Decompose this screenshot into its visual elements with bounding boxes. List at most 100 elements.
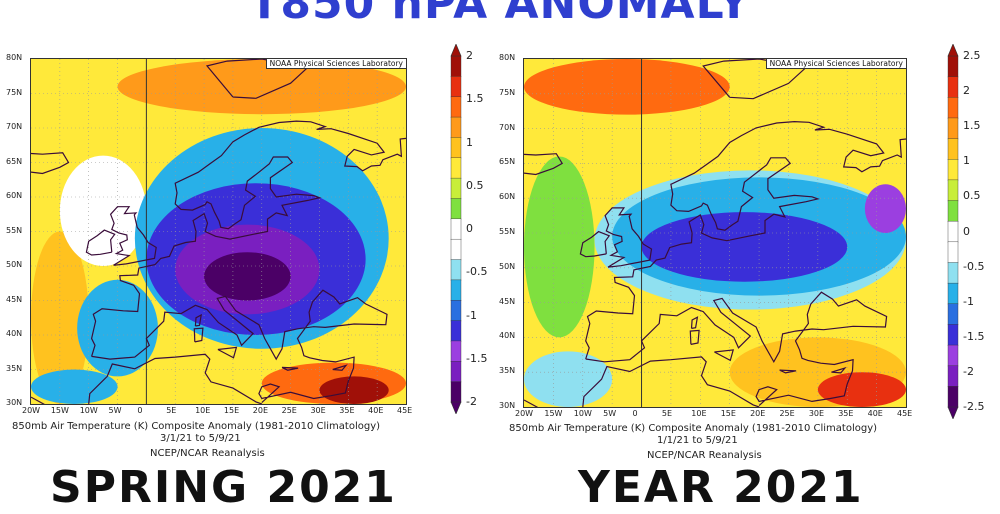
colorbar-segment — [450, 96, 462, 118]
colorbar-segment — [947, 117, 959, 140]
colorbar-tick-label: 0.5 — [466, 178, 484, 192]
colorbar-max-arrow — [450, 43, 462, 57]
year-caption-line3: NCEP/NCAR Reanalysis — [647, 450, 762, 461]
colorbar-segment — [947, 241, 959, 264]
colorbar-tick-label: 0 — [963, 224, 970, 238]
coastline — [217, 346, 238, 359]
lat-tick-label: 70N — [499, 122, 516, 132]
lat-tick-label: 70N — [6, 122, 23, 131]
coastline — [582, 356, 760, 407]
anomaly-region — [817, 372, 906, 407]
lon-tick-label: 5W — [603, 409, 617, 418]
colorbar-tick-label: 2.5 — [963, 49, 981, 62]
lat-tick-label: 75N — [499, 87, 516, 97]
spring-map-panel: NOAA Physical Sciences Laboratory 80N 75N… — [0, 48, 440, 468]
year-anomaly-field — [524, 59, 906, 407]
coastline — [91, 289, 388, 404]
lat-tick-label: 40N — [6, 329, 23, 338]
colorbar-segment — [450, 238, 462, 261]
lon-tick-label: 10E — [691, 409, 707, 418]
colorbar-segment — [450, 177, 462, 200]
colorbar-segment — [450, 218, 462, 240]
lon-tick-label: 5W — [108, 406, 122, 415]
lat-tick-label: 80N — [499, 53, 516, 62]
colorbar-segment — [947, 303, 959, 326]
coastline — [109, 206, 157, 266]
lat-tick-label: 60N — [6, 191, 23, 200]
lon-tick-label: 20W — [22, 406, 41, 415]
colorbar-segment — [450, 279, 462, 301]
lat-tick-label: 30N — [499, 401, 516, 410]
coastline — [281, 366, 299, 371]
lon-tick-label: 5E — [166, 406, 177, 415]
coastline — [779, 369, 797, 374]
colorbar-segment — [947, 97, 959, 119]
colorbar-segment — [947, 324, 959, 346]
colorbar-tick-label: -1.5 — [466, 351, 488, 365]
spring-caption-line2: 3/1/21 to 5/9/21 — [160, 433, 241, 444]
colorbar-segment — [947, 344, 959, 367]
colorbar-segment — [947, 262, 959, 284]
colorbar-segment — [947, 76, 959, 98]
coastline — [690, 316, 699, 329]
spring-map: NOAA Physical Sciences Laboratory — [30, 58, 407, 405]
lon-tick-label: 35E — [838, 409, 854, 418]
lon-tick-label: 25E — [281, 406, 297, 415]
lat-tick-label: 50N — [6, 260, 23, 269]
lon-tick-label: 15E — [223, 406, 240, 415]
colorbar-segment — [947, 220, 959, 243]
anomaly-region — [524, 59, 730, 115]
lon-tick-label: 10W — [573, 409, 592, 418]
year-caption-line2: 1/1/21 to 5/9/21 — [657, 435, 738, 446]
colorbar-segment — [450, 198, 462, 220]
lon-tick-label: 15E — [720, 409, 736, 418]
lon-tick-label: 0 — [137, 406, 143, 415]
colorbar-segment — [947, 55, 959, 78]
colorbar-tick-label: -2.5 — [963, 400, 985, 413]
lat-tick-label: 65N — [499, 157, 516, 167]
anomaly-region — [31, 231, 89, 404]
colorbar-tick-label: -2 — [963, 364, 974, 378]
colorbar-segment — [450, 55, 462, 78]
lat-tick-label: 50N — [499, 261, 516, 271]
lon-tick-label: 20E — [750, 409, 766, 418]
colorbar-segment — [450, 320, 462, 342]
coastline — [85, 229, 116, 256]
colorbar-segment — [450, 381, 462, 403]
credit-label: NOAA Physical Sciences Laboratory — [265, 59, 406, 69]
colorbar-segment — [450, 361, 462, 383]
coastline — [90, 120, 406, 357]
colorbar-segment — [450, 340, 462, 362]
colorbar-min-arrow — [947, 406, 959, 420]
anomaly-region — [77, 279, 158, 377]
page-title: T850 hPA ANOMALY — [249, 0, 751, 29]
coastline — [31, 396, 45, 404]
coastline — [194, 313, 202, 327]
lon-tick-label: 20W — [515, 409, 534, 418]
coastline — [193, 327, 204, 343]
colorbar-tick-label: 0 — [466, 222, 473, 235]
credit-label: NOAA Physical Sciences Laboratory — [765, 59, 906, 69]
coastline — [524, 399, 539, 407]
colorbar-tick-label: 1 — [466, 135, 473, 149]
colorbar-tick-label: 1.5 — [963, 119, 981, 133]
lon-tick-label: 15W — [50, 406, 69, 415]
anomaly-region — [319, 376, 389, 404]
coastline — [88, 353, 263, 404]
colorbar-segment — [947, 138, 959, 160]
lon-tick-label: 30E — [310, 406, 326, 415]
spring-colorbar-scale — [450, 43, 462, 415]
colorbar-segment — [947, 282, 959, 305]
lat-tick-label: 65N — [6, 156, 23, 166]
spring-colorbar: 2 1.5 1 0.5 0 -0.5 -1 -1.5 -2 — [448, 43, 498, 415]
lon-tick-label: 45E — [397, 406, 413, 415]
colorbar-tick-label: 2 — [466, 49, 473, 62]
colorbar-max-arrow — [947, 43, 959, 57]
colorbar-tick-label: -1 — [466, 308, 477, 322]
colorbar-tick-label: -0.5 — [963, 259, 985, 273]
lon-tick-label: 10W — [79, 406, 98, 415]
colorbar-segment — [947, 365, 959, 388]
spring-caption-line1: 850mb Air Temperature (K) Composite Anom… — [12, 421, 381, 432]
colorbar-tick-label: 1.5 — [466, 92, 484, 106]
coastline — [585, 120, 906, 360]
